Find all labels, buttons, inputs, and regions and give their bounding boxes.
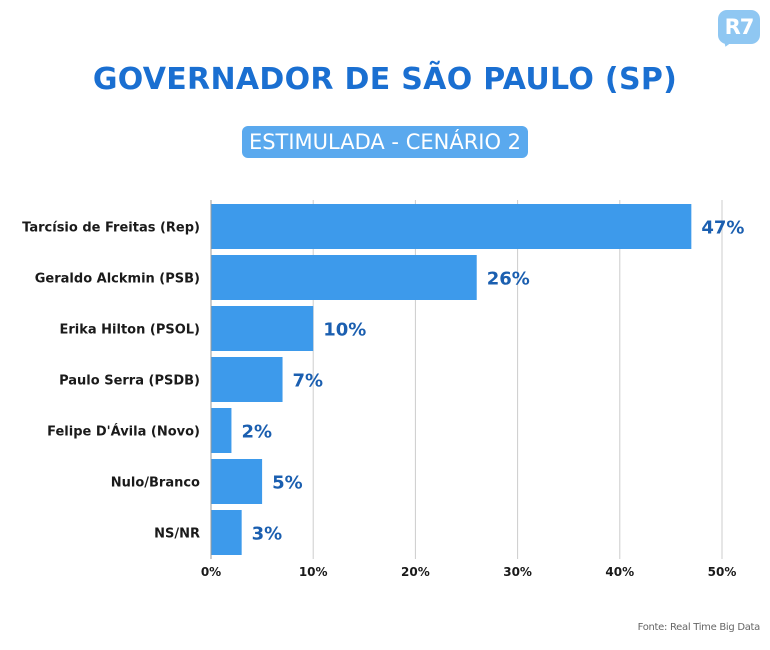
subtitle-badge: ESTIMULADA - CENÁRIO 2 <box>241 126 529 158</box>
bar <box>211 459 263 504</box>
category-label: Felipe D'Ávila (Novo) <box>47 424 200 440</box>
bar <box>211 255 477 300</box>
bar <box>211 357 283 402</box>
value-label: 3% <box>252 524 283 545</box>
x-tick-label: 40% <box>605 565 634 579</box>
value-label: 2% <box>241 422 272 443</box>
x-tick-label: 50% <box>708 565 737 579</box>
bar <box>211 204 692 249</box>
x-tick-label: 20% <box>401 565 430 579</box>
source-note: Fonte: Real Time Big Data <box>637 622 761 633</box>
category-label: Geraldo Alckmin (PSB) <box>35 272 200 287</box>
page-title: GOVERNADOR DE SÃO PAULO (SP) <box>92 62 678 97</box>
value-label: 7% <box>293 371 324 392</box>
r7-logo: R7 <box>718 10 760 44</box>
bar <box>211 510 242 555</box>
x-tick-label: 0% <box>201 565 221 579</box>
x-tick-label: 30% <box>503 565 532 579</box>
category-label: Nulo/Branco <box>111 476 200 491</box>
x-tick-label: 10% <box>299 565 328 579</box>
value-label: 47% <box>701 218 744 239</box>
value-label: 10% <box>323 320 366 341</box>
category-label: NS/NR <box>154 527 200 542</box>
value-label: 5% <box>272 473 303 494</box>
category-label: Erika Hilton (PSOL) <box>59 323 200 338</box>
category-label: Tarcísio de Freitas (Rep) <box>22 221 200 236</box>
bar <box>211 306 314 351</box>
bar <box>211 408 232 453</box>
category-label: Paulo Serra (PSDB) <box>59 374 200 389</box>
value-label: 26% <box>487 269 530 290</box>
